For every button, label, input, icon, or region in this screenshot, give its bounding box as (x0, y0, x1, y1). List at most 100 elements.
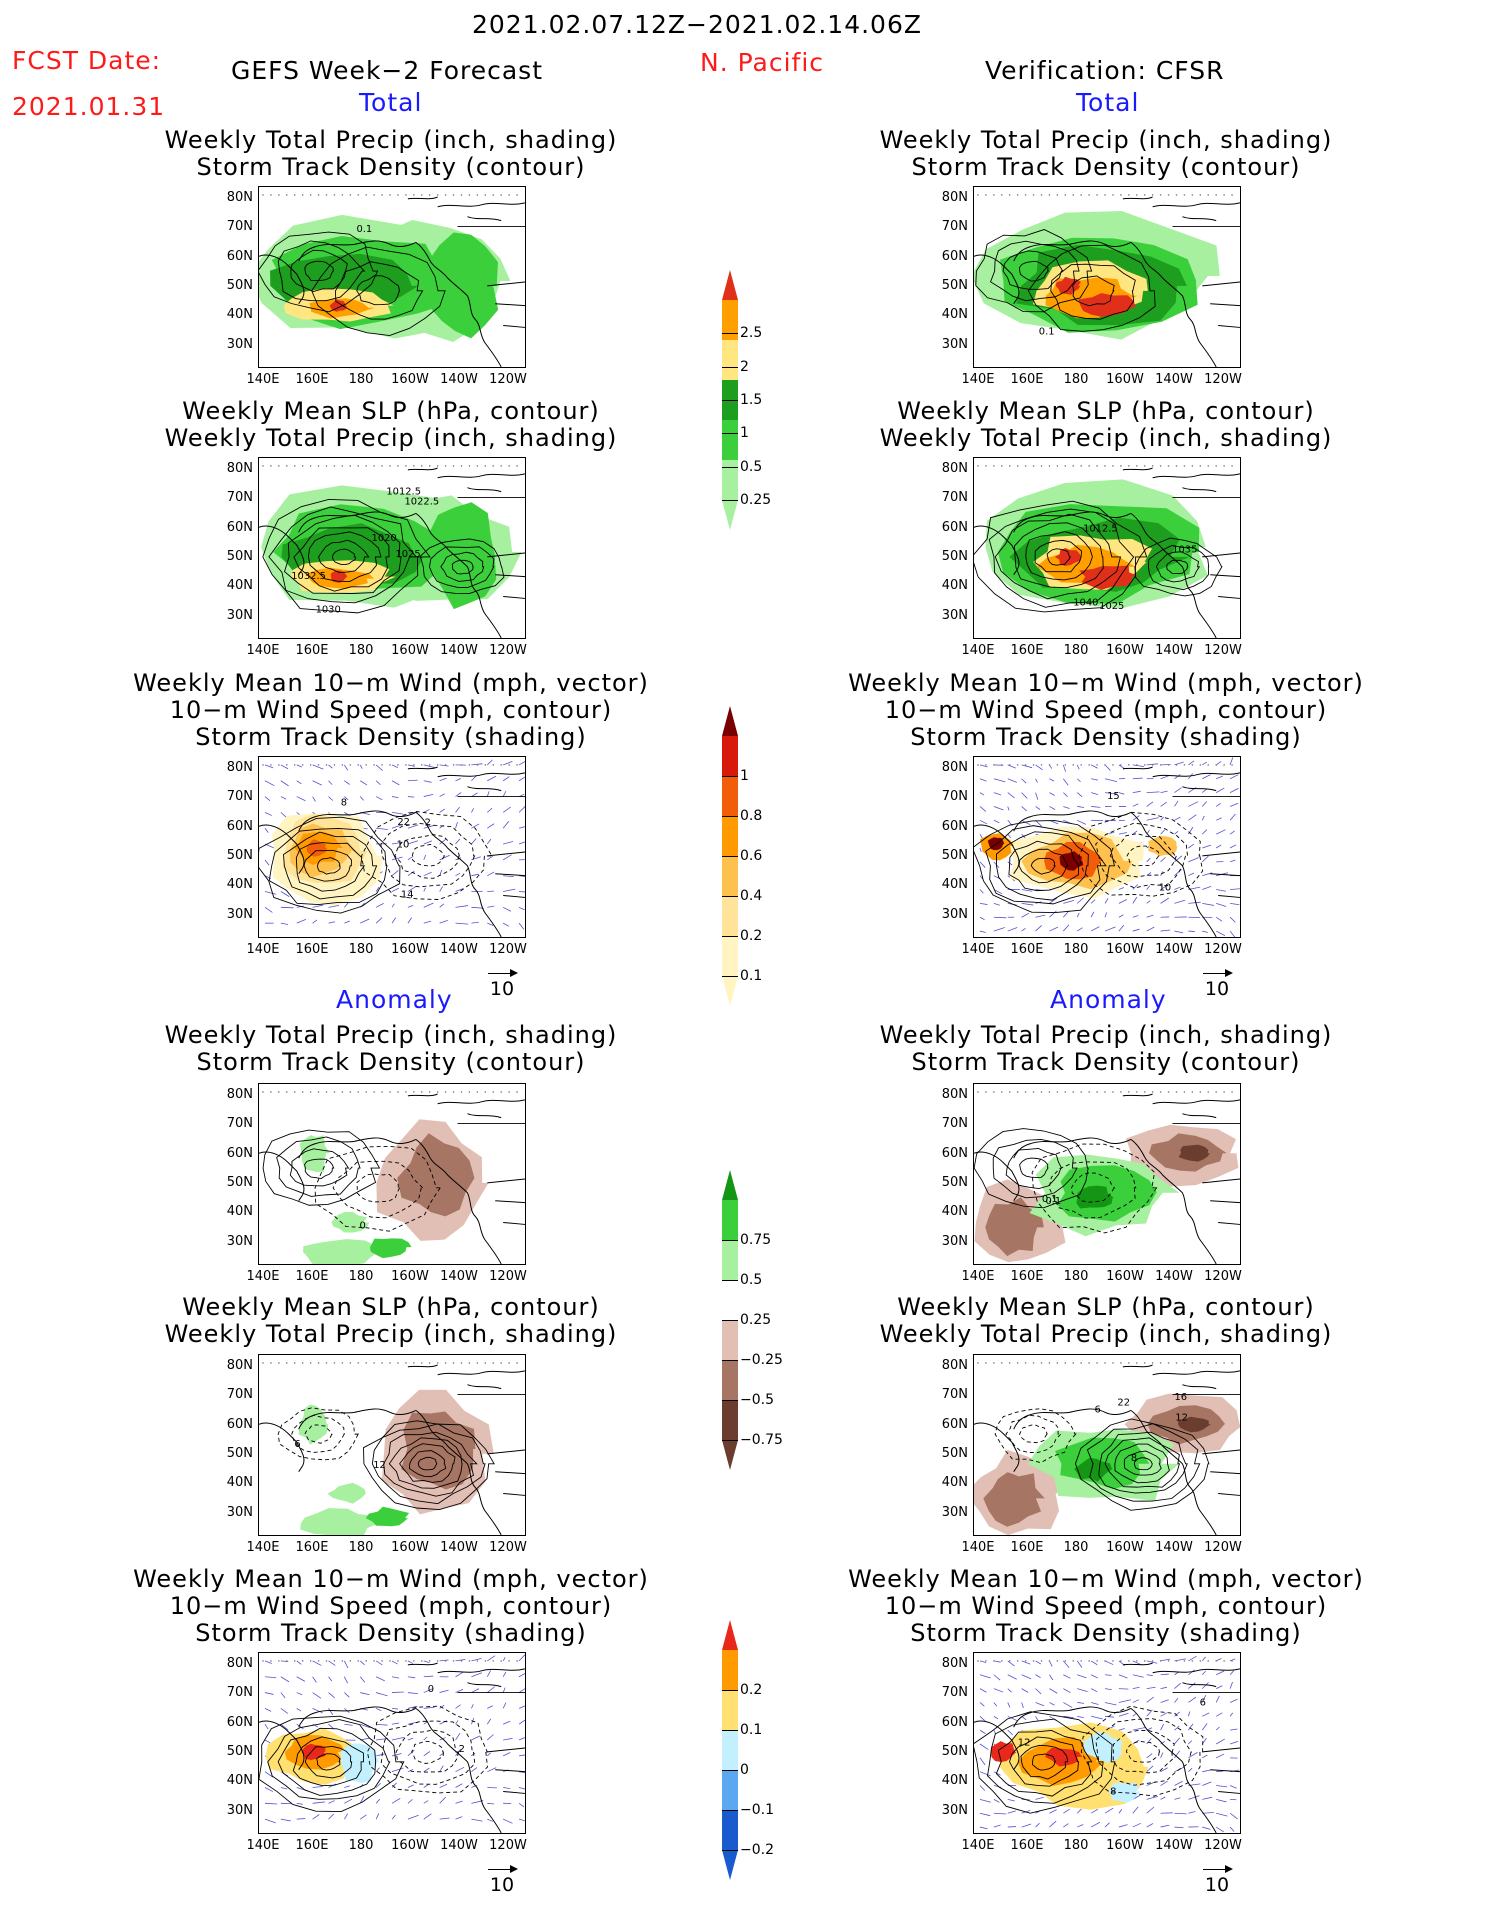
lon-label: 140W (1155, 643, 1193, 658)
colorbar-segment (722, 1240, 738, 1280)
colorbar-segment (722, 816, 738, 856)
map-panel-fc-anom-precip: 0 (258, 1083, 526, 1265)
lon-label: 160E (295, 643, 329, 658)
vector-reference: 10 (482, 968, 522, 1000)
lat-label: 30N (941, 906, 968, 922)
lon-label: 160E (295, 1540, 329, 1555)
colorbar-bottom-triangle (722, 1440, 738, 1470)
lon-label: 160E (1010, 942, 1044, 957)
lat-label: 70N (226, 490, 253, 506)
map-panel-fc-total-wind: 2 14 10 8 22 (258, 756, 526, 938)
vector-reference-value: 10 (1204, 1874, 1230, 1896)
colorbar-tick-label: 0.25 (740, 492, 772, 508)
colorbar-tick (722, 776, 738, 777)
panel-title-ob-anom-slp: Weekly Mean SLP (hPa, contour) Weekly Tot… (756, 1294, 1456, 1348)
panel-title-ob-anom-precip: Weekly Total Precip (inch, shading) Storm… (756, 1022, 1456, 1076)
lat-label: 60N (941, 818, 968, 834)
map-canvas: 2 14 10 8 22 (259, 759, 525, 937)
map-canvas: 8 12 6 (974, 1655, 1240, 1833)
lon-label: 140W (1155, 1540, 1193, 1555)
lat-label: 40N (941, 1204, 968, 1220)
lon-label: 160W (1106, 643, 1144, 658)
colorbar-tick (722, 433, 738, 435)
lon-label: 140E (961, 1838, 995, 1853)
lat-label: 30N (226, 336, 253, 352)
colorbar-tick-label: −0.25 (740, 1352, 783, 1368)
panel-title-line: Storm Track Density (contour) (196, 1048, 586, 1076)
colorbar-segment (722, 896, 738, 936)
colorbar-tick-label: 2.5 (740, 325, 763, 342)
colorbar-segment (722, 1810, 738, 1850)
lat-label: 80N (941, 1656, 968, 1671)
lon-label: 140W (1155, 1838, 1193, 1853)
colorbar-segment (722, 300, 738, 340)
contour-label: 1012.5 (1083, 524, 1118, 535)
lat-label: 30N (941, 1504, 968, 1520)
lat-label: 30N (226, 1802, 253, 1818)
contour-label: 12 (1175, 1412, 1188, 1423)
map-panel-fc-anom-slp: 6 12 (258, 1354, 526, 1536)
lat-label: 60N (941, 1714, 968, 1730)
lat-label: 40N (941, 307, 968, 323)
lon-label: 180 (1063, 942, 1089, 957)
date-range: 2021.02.07.12Z−2021.02.14.06Z (472, 10, 922, 39)
colorbar-tick (722, 466, 738, 468)
colorbar-top-triangle (722, 706, 738, 736)
lat-label: 50N (226, 1743, 253, 1759)
panel-title-line: Weekly Total Precip (inch, shading) (879, 126, 1333, 154)
colorbar-tick (722, 1240, 738, 1241)
lon-label: 120W (489, 643, 527, 658)
section-total-right: Total (1076, 88, 1140, 117)
colorbar-tick-label: 1 (740, 425, 749, 442)
map-canvas: 6 12 (259, 1362, 525, 1535)
vector-reference-value: 10 (489, 978, 515, 1000)
vector-arrow-icon (1197, 968, 1237, 978)
contour-label: 1032.5 (291, 571, 326, 582)
lon-label: 120W (1204, 1269, 1242, 1284)
lat-label: 80N (226, 461, 253, 476)
colorbar-tick-label: 0.1 (740, 1722, 763, 1738)
lat-label: 40N (226, 307, 253, 323)
map-canvas: 1035 1040 1025 1012.5 (974, 465, 1240, 638)
contour-label: 22 (397, 817, 410, 828)
lat-label: 40N (941, 1475, 968, 1491)
lon-label: 140E (246, 372, 280, 387)
contour-label: 16 (1174, 1392, 1187, 1403)
lon-label: 140E (961, 1269, 995, 1284)
lat-label: 40N (226, 877, 253, 893)
contour-label: 1030 (316, 604, 341, 615)
colorbar-segment (722, 1200, 738, 1240)
colorbar-tick-label: 0.5 (740, 1272, 763, 1288)
lat-label: 40N (941, 578, 968, 594)
lon-label: 120W (1204, 643, 1242, 658)
lat-label: 40N (226, 578, 253, 594)
contour-label: 12 (1018, 1737, 1031, 1748)
lon-label: 120W (489, 372, 527, 387)
lat-label: 80N (226, 190, 253, 205)
colorbar-top-triangle (722, 1170, 738, 1200)
lat-label: 70N (226, 1685, 253, 1701)
lat-label: 50N (226, 847, 253, 863)
lon-label: 120W (1204, 942, 1242, 957)
colorbar-segment (722, 1770, 738, 1810)
colorbar-tick-label: 0.1 (740, 968, 763, 984)
lon-label: 140E (246, 643, 280, 658)
lon-label: 180 (348, 1540, 374, 1555)
lat-label: 50N (226, 277, 253, 293)
lat-label: 30N (941, 336, 968, 352)
lat-label: 60N (226, 248, 253, 264)
lat-label: 70N (226, 1387, 253, 1403)
lat-label: 80N (941, 1358, 968, 1373)
vector-reference: 10 (1197, 1864, 1237, 1896)
panel-title-line: 10−m Wind Speed (mph, contour) (169, 696, 613, 724)
panel-title-fc-anom-wind: Weekly Mean 10−m Wind (mph, vector) 10−m … (41, 1566, 741, 1647)
lon-label: 140W (440, 1540, 478, 1555)
lon-label: 160E (1010, 1838, 1044, 1853)
lon-label: 140E (961, 372, 995, 387)
colorbar-tick-label: 0.2 (740, 928, 763, 944)
lat-label: 60N (226, 519, 253, 535)
lat-label: 70N (941, 1685, 968, 1701)
lon-label: 160W (1106, 1838, 1144, 1853)
panel-title-line: Weekly Mean SLP (hPa, contour) (182, 397, 600, 425)
lat-label: 60N (226, 1714, 253, 1730)
